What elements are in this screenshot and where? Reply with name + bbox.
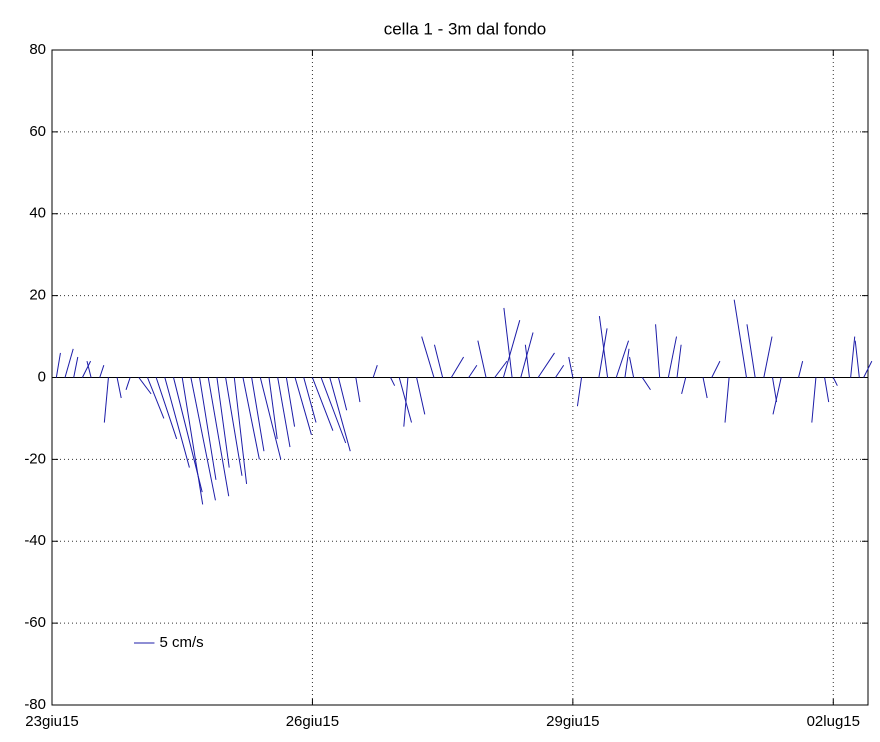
stick	[502, 320, 521, 378]
stick	[772, 377, 782, 415]
stick	[702, 377, 708, 399]
x-tick-label: 23giu15	[25, 713, 78, 730]
stick	[268, 377, 278, 439]
chart-title: cella 1 - 3m dal fondo	[384, 19, 547, 38]
stick	[568, 356, 574, 378]
stick	[798, 361, 804, 378]
stick	[555, 364, 565, 378]
stick	[294, 377, 312, 435]
y-tick-label: -60	[24, 614, 46, 631]
stick	[181, 377, 204, 505]
stick	[277, 377, 291, 448]
stick	[199, 377, 217, 480]
stick	[216, 377, 230, 468]
stick	[390, 377, 396, 386]
stick	[624, 348, 630, 378]
stick	[147, 377, 165, 419]
x-tick-label: 02lug15	[807, 713, 860, 730]
stick	[103, 377, 109, 423]
stick	[655, 324, 661, 378]
stick	[850, 336, 856, 378]
stick	[225, 377, 243, 476]
stick	[832, 377, 838, 386]
y-tick-label: -20	[24, 450, 46, 467]
stick	[320, 377, 347, 444]
y-tick-label: 40	[29, 205, 46, 222]
stick	[667, 336, 678, 378]
x-tick-label: 26giu15	[286, 713, 339, 730]
stick	[155, 377, 178, 440]
stick	[746, 324, 756, 378]
stick	[824, 377, 830, 403]
stick	[233, 377, 248, 484]
stick	[125, 377, 131, 390]
stick	[416, 377, 426, 415]
x-tick-label: 29giu15	[546, 713, 599, 730]
stick	[494, 360, 508, 378]
stick	[681, 377, 687, 394]
stick	[251, 377, 265, 452]
stick	[190, 377, 216, 501]
stick	[711, 360, 721, 378]
stick	[138, 377, 152, 395]
y-tick-label: 80	[29, 41, 46, 58]
stick	[55, 352, 61, 378]
stick	[676, 344, 682, 378]
y-tick-label: 0	[38, 368, 46, 385]
stick	[433, 344, 444, 378]
stick	[477, 340, 487, 378]
stick	[598, 328, 608, 378]
stick	[164, 377, 190, 468]
stick	[763, 336, 773, 378]
stick	[81, 360, 92, 378]
legend-label: 5 cm/s	[159, 634, 203, 651]
y-tick-label: 60	[29, 123, 46, 140]
stick	[355, 377, 361, 403]
stick	[64, 348, 74, 378]
stick	[329, 377, 351, 452]
stick	[99, 365, 105, 378]
stick	[641, 377, 651, 391]
stick	[811, 377, 817, 423]
stick	[576, 377, 583, 407]
stick	[403, 377, 409, 427]
stick	[337, 377, 348, 411]
stick	[311, 377, 334, 431]
stick	[207, 377, 230, 497]
stick	[398, 377, 412, 423]
stick	[772, 377, 778, 403]
y-tick-label: -40	[24, 532, 46, 549]
stick	[629, 356, 635, 378]
stick	[73, 356, 79, 378]
stick	[468, 364, 478, 378]
stick	[724, 377, 730, 423]
stick	[733, 299, 747, 378]
stick	[421, 336, 435, 378]
stick	[303, 377, 317, 423]
stick	[615, 340, 630, 378]
stick	[450, 356, 465, 378]
stick	[86, 361, 92, 378]
stick	[524, 344, 530, 378]
stick	[863, 360, 873, 378]
y-tick-label: 20	[29, 287, 46, 304]
stick	[259, 377, 282, 460]
stick	[116, 377, 122, 399]
stick	[503, 307, 513, 378]
y-tick-label: -80	[24, 696, 46, 713]
stick	[242, 377, 260, 460]
stick	[598, 316, 609, 378]
stick	[854, 340, 860, 378]
stick	[285, 377, 296, 427]
stick	[372, 365, 378, 378]
stick	[537, 352, 555, 378]
